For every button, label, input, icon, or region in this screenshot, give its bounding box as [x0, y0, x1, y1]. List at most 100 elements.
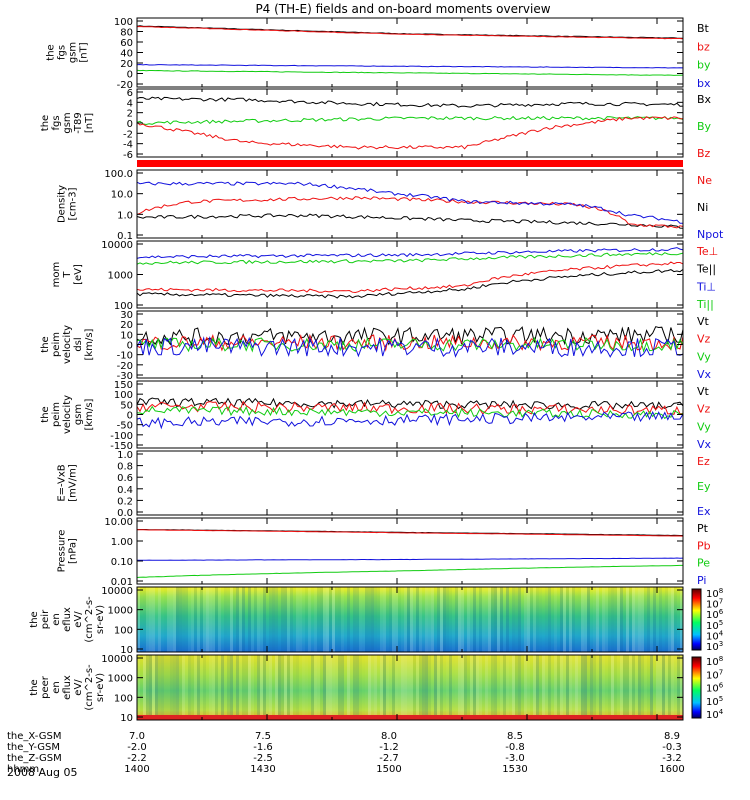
heatmap-column	[299, 655, 302, 720]
heatmap-column	[644, 587, 647, 652]
heatmap-column	[557, 587, 560, 652]
heatmap-column	[671, 587, 674, 652]
heatmap-column	[422, 655, 425, 720]
colorbar-tick-exponent: 6	[719, 608, 724, 616]
colorbar-tick-exponent: 7	[719, 668, 723, 676]
heatmap-column	[638, 655, 641, 720]
series-line-By	[136, 115, 684, 126]
y-tick-label: 1.0	[117, 210, 133, 221]
panel-7: Ez Ey Ex 1.00.80.60.40.20.0 E=-VxB [mV/m]	[57, 450, 711, 519]
x-row-value: -2.7	[379, 753, 399, 764]
heatmap-column	[197, 655, 200, 720]
heatmap-column	[377, 587, 380, 652]
heatmap-column	[509, 655, 512, 720]
heatmap-column	[596, 655, 599, 720]
y-axis-label: velocity	[62, 325, 73, 364]
y-tick-label: 0.10	[111, 557, 133, 568]
heatmap-column	[161, 655, 164, 720]
heatmap-column	[215, 587, 218, 652]
heatmap-column	[488, 655, 491, 720]
heatmap-column	[578, 655, 581, 720]
heatmap-column	[215, 655, 218, 720]
series-line-bz	[136, 25, 684, 40]
legend-bz: bz	[697, 40, 710, 53]
heatmap-column	[344, 655, 347, 720]
heatmap-column	[656, 587, 659, 652]
heatmap-column	[257, 655, 260, 720]
heatmap-column	[443, 655, 446, 720]
y-axis-label: [nPa]	[68, 538, 79, 564]
y-axis-label: velocity	[62, 395, 73, 434]
legend-Ex: Ex	[697, 505, 711, 518]
heatmap-column	[257, 587, 260, 652]
x-axis-labels: the_X-GSM 7.0 7.5 8.0 8.5 8.9 the_Y-GSM -2.0 -1.…	[7, 731, 685, 775]
legend-Ti⊥: Ti⊥	[696, 280, 716, 293]
heatmap-column	[191, 655, 194, 720]
heatmap-column	[635, 587, 638, 652]
heatmap-column	[239, 587, 242, 652]
y-axis-label: gsm	[73, 404, 84, 425]
heatmap-column	[260, 655, 263, 720]
heatmap-column	[539, 587, 542, 652]
series-line-Bt	[136, 25, 684, 39]
legend-Bt: Bt	[697, 22, 710, 35]
heatmap-column	[182, 655, 185, 720]
heatmap-column	[644, 655, 647, 720]
heatmap-column	[533, 655, 536, 720]
legend-Ti||: Ti||	[696, 298, 714, 311]
heatmap-column	[590, 587, 593, 652]
heatmap-column	[611, 587, 614, 652]
heatmap-column	[254, 655, 257, 720]
heatmap-column	[548, 655, 551, 720]
heatmap-column	[167, 655, 170, 720]
heatmap-column	[587, 587, 590, 652]
figure-title: P4 (TH-E) fields and on-board moments ov…	[255, 2, 550, 16]
y-axis-label: peer	[40, 675, 51, 699]
x-row-value: -3.2	[662, 753, 682, 764]
heatmap-column	[326, 655, 329, 720]
heatmap-column	[401, 655, 404, 720]
heatmap-column	[368, 587, 371, 652]
y-axis-label: eV/	[73, 611, 84, 628]
heatmap-column	[245, 655, 248, 720]
heatmap-column	[230, 587, 233, 652]
heatmap-column	[392, 587, 395, 652]
heatmap-column	[365, 587, 368, 652]
colorbar-tick-label: 108	[706, 655, 723, 668]
heatmap-column	[185, 587, 188, 652]
legend-Vx: Vx	[697, 368, 712, 381]
heatmap-column	[302, 655, 305, 720]
y-tick-label: 30	[120, 310, 133, 321]
heatmap-column	[500, 655, 503, 720]
series-line-Vx	[136, 410, 684, 430]
heatmap-column	[362, 587, 365, 652]
legend-Vy: Vy	[697, 350, 711, 363]
heatmap-column	[677, 655, 680, 720]
panel-frame	[136, 654, 684, 721]
x-row-value: 7.0	[129, 731, 145, 742]
heatmap-column	[551, 587, 554, 652]
heatmap-column	[455, 655, 458, 720]
y-tick-label: -20	[117, 361, 133, 372]
heatmap-column	[437, 655, 440, 720]
heatmap-column	[179, 587, 182, 652]
y-tick-label: 50	[120, 400, 133, 411]
heatmap-column	[467, 655, 470, 720]
heatmap-column	[425, 655, 428, 720]
series-line-Vt	[136, 397, 684, 411]
heatmap-column	[164, 655, 167, 720]
heatmap-column	[524, 655, 527, 720]
heatmap-column	[353, 655, 356, 720]
heatmap-column	[512, 587, 515, 652]
heatmap-column	[173, 587, 176, 652]
y-tick-label: 1000	[108, 606, 133, 617]
heatmap-column	[374, 587, 377, 652]
y-axis-label: eV/	[73, 679, 84, 696]
series-line-Te⊥	[136, 261, 684, 294]
heatmap-column	[191, 587, 194, 652]
heatmap-column	[413, 587, 416, 652]
heatmap-column	[590, 655, 593, 720]
heatmap-column	[362, 655, 365, 720]
legend-Pi: Pi	[697, 574, 706, 587]
